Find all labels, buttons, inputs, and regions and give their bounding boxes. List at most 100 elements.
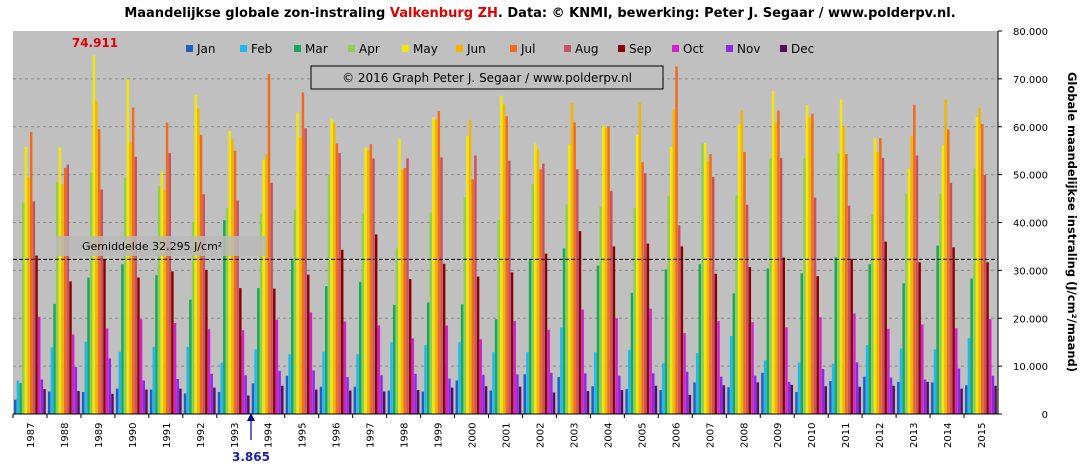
bar-sep-2010	[816, 276, 819, 414]
bar-dec-2011	[858, 386, 861, 414]
bar-aug-1996	[338, 153, 341, 414]
bar-sep-1996	[341, 249, 344, 414]
bar-feb-1987	[16, 380, 20, 414]
bar-jun-2003	[570, 102, 574, 414]
bar-jun-2013	[910, 136, 913, 414]
bar-nov-2000	[482, 374, 485, 414]
x-tick-label: 1987	[26, 423, 37, 448]
bar-mar-2002	[528, 260, 532, 414]
x-tick-label: 1989	[94, 423, 105, 448]
bar-nov-1992	[210, 373, 213, 414]
y-tick-label: 60.000	[1013, 123, 1048, 134]
bar-oct-2006	[683, 333, 686, 414]
bar-jul-1999	[437, 110, 441, 414]
bar-jan-2002	[523, 374, 526, 414]
bar-jun-1991	[163, 189, 166, 414]
x-tick-label: 2004	[603, 423, 614, 448]
bar-jul-2011	[845, 154, 848, 415]
bar-dec-2003	[586, 391, 590, 414]
chart-title-location: Valkenburg ZH	[390, 6, 498, 21]
bar-jan-2012	[863, 376, 866, 414]
bar-may-1996	[330, 118, 333, 415]
bar-dec-1997	[382, 391, 386, 414]
bar-may-1989	[92, 55, 96, 415]
bar-nov-1999	[448, 378, 451, 414]
bar-mar-1992	[189, 299, 192, 414]
y-tick-label: 0	[1042, 410, 1048, 421]
legend-label-aug: Aug	[575, 42, 598, 56]
bar-sep-2008	[748, 267, 752, 414]
bar-sep-1989	[103, 259, 106, 414]
bar-aug-2002	[542, 163, 545, 414]
bar-apr-1999	[429, 212, 433, 414]
bar-feb-1998	[390, 342, 393, 414]
bar-may-2013	[907, 168, 911, 414]
bar-feb-1996	[322, 351, 325, 414]
bar-oct-1990	[139, 319, 143, 414]
bar-nov-1988	[74, 367, 78, 414]
bar-jan-2003	[557, 377, 560, 414]
bar-dec-1987	[43, 389, 46, 414]
x-tick-label: 2006	[671, 423, 682, 448]
legend-swatch-jul	[510, 45, 517, 52]
bar-apr-1998	[395, 248, 399, 414]
bar-oct-2015	[989, 319, 992, 414]
bar-sep-2003	[578, 231, 582, 414]
bar-nov-2012	[889, 377, 893, 414]
bar-oct-1993	[241, 330, 245, 414]
bar-mar-2007	[698, 264, 702, 414]
bar-jan-2015	[965, 385, 968, 414]
bar-jan-2014	[931, 382, 934, 414]
chart-title: Maandelijkse globale zon-instraling Valk…	[124, 6, 955, 21]
bar-may-1999	[432, 117, 435, 415]
legend-swatch-apr	[348, 45, 355, 52]
bar-jul-2004	[607, 127, 610, 414]
bar-feb-2006	[662, 363, 665, 414]
bar-oct-1996	[343, 321, 347, 414]
bar-jun-1996	[333, 122, 336, 415]
bar-apr-2004	[599, 206, 602, 414]
bar-oct-2000	[479, 339, 482, 414]
bar-jun-2005	[638, 102, 642, 414]
bar-nov-2005	[652, 373, 655, 414]
bar-jan-1994	[251, 383, 255, 414]
bar-sep-2013	[918, 262, 921, 414]
bar-feb-2012	[865, 345, 869, 414]
y-tick-label: 10.000	[1013, 362, 1048, 373]
bar-sep-1994	[273, 288, 276, 414]
bar-sep-2006	[680, 246, 684, 414]
x-tick-label: 2009	[773, 423, 784, 448]
bar-apr-2011	[837, 153, 840, 414]
bar-jul-1995	[301, 92, 305, 414]
bar-aug-1995	[304, 128, 307, 414]
bar-sep-1990	[137, 277, 140, 414]
bar-mar-2004	[596, 265, 600, 414]
bar-dec-2010	[824, 386, 827, 414]
bar-feb-1997	[356, 354, 359, 414]
bar-dec-2000	[484, 386, 488, 414]
bar-jun-2015	[978, 107, 981, 414]
bar-jan-2013	[897, 381, 900, 414]
bar-sep-2014	[952, 247, 955, 414]
bar-jun-1988	[61, 184, 64, 414]
x-tick-label: 1991	[162, 423, 173, 448]
bar-feb-1991	[152, 346, 155, 414]
bar-feb-1992	[186, 346, 189, 414]
bar-nov-1997	[380, 375, 383, 414]
bar-dec-1992	[213, 387, 216, 414]
legend-label-dec: Dec	[791, 42, 814, 56]
bar-jul-1992	[199, 134, 203, 414]
bar-jan-2011	[829, 380, 832, 414]
bar-mar-1999	[426, 302, 430, 414]
bar-jul-2009	[777, 110, 780, 414]
bar-may-2014	[941, 145, 945, 415]
bar-mar-1994	[257, 288, 260, 414]
bar-may-1995	[296, 112, 299, 414]
bar-jan-2009	[761, 372, 764, 414]
bar-feb-2014	[933, 349, 937, 414]
legend-swatch-dec	[780, 45, 787, 52]
bar-jan-2008	[727, 387, 730, 414]
x-tick-label: 2000	[468, 423, 479, 448]
bar-oct-2003	[581, 309, 584, 414]
